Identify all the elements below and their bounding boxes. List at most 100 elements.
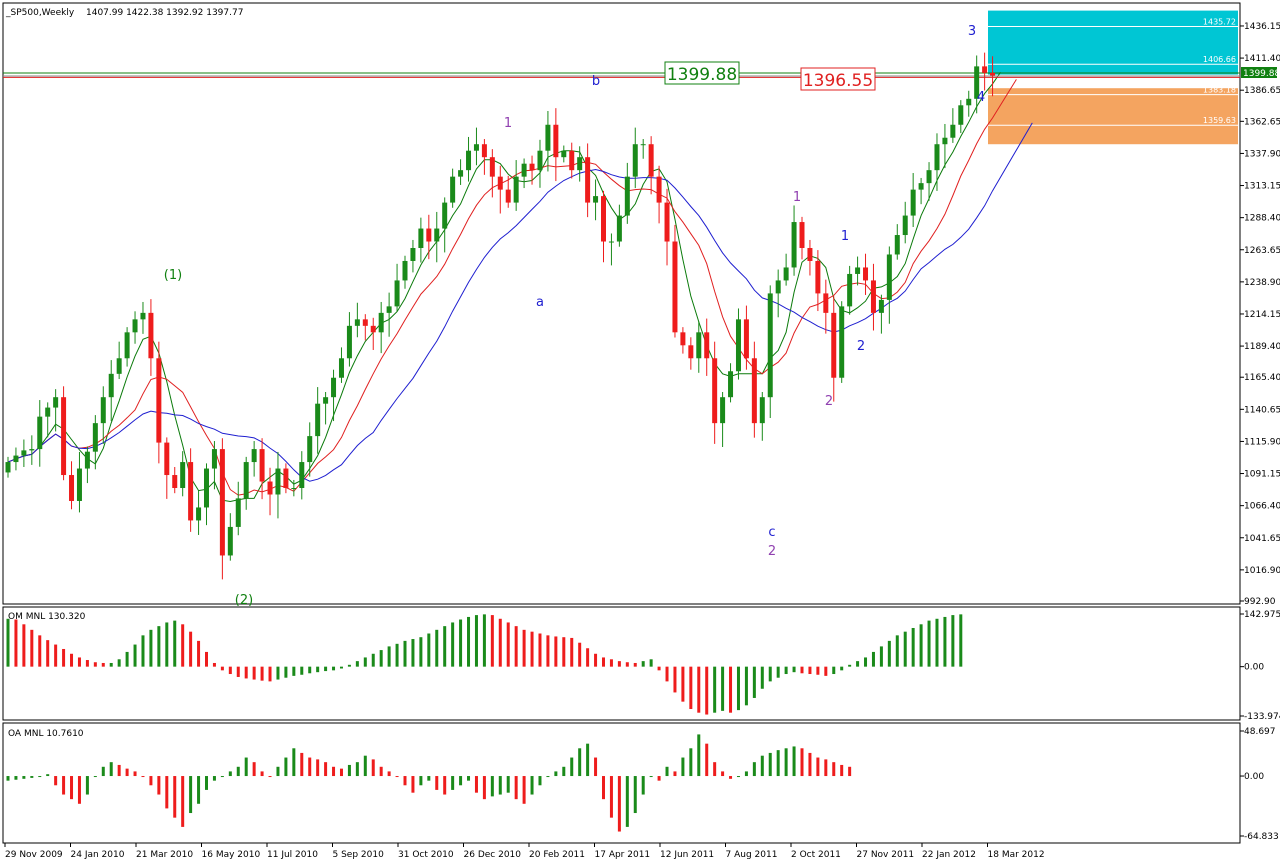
osc2-bar	[673, 771, 677, 777]
osc2-bar	[308, 757, 312, 777]
osc1-bar	[181, 624, 185, 667]
osc2-bar	[554, 771, 558, 777]
osc2-bar	[395, 776, 399, 778]
osc2-bar	[197, 776, 201, 804]
candle-body	[291, 488, 297, 490]
green-level-label: 1399.88	[667, 65, 737, 85]
osc1-bar	[705, 666, 709, 715]
osc1-bar	[721, 666, 725, 711]
osc2-bar	[125, 768, 129, 777]
candle-body	[13, 455, 19, 463]
price-tick-label: 1165.40	[1244, 373, 1280, 383]
price-tick-label: 1016.90	[1244, 566, 1280, 576]
osc1-bar	[308, 666, 312, 674]
osc2-bar	[705, 743, 709, 777]
candle-body	[918, 183, 924, 190]
osc1-bar	[848, 664, 852, 667]
osc2-bar	[816, 757, 820, 777]
osc1-bar	[244, 666, 248, 679]
date-tick-label: 7 Aug 2011	[726, 850, 778, 860]
date-tick-label: 17 Apr 2011	[595, 850, 651, 860]
osc2-bar	[347, 764, 351, 777]
wave-label: 2	[825, 394, 833, 409]
osc1-bar	[371, 653, 375, 667]
osc2-bar	[594, 757, 598, 777]
osc1-bar	[85, 660, 89, 667]
osc2-bar	[292, 748, 296, 777]
osc1-bar	[856, 661, 860, 667]
osc2-bar	[93, 776, 97, 778]
price-tick-label: 1337.90	[1244, 149, 1280, 159]
osc2-bar	[784, 748, 788, 777]
osc2-bar	[109, 762, 113, 777]
osc1-bar	[729, 666, 733, 713]
candle-body	[545, 124, 551, 151]
oa-indicator-name: OA MNL 10.7610	[8, 729, 84, 739]
osc1-bar	[474, 615, 478, 667]
candle-body	[458, 170, 464, 177]
osc1-bar	[752, 666, 756, 698]
osc2-bar	[22, 776, 26, 779]
osc1-bar	[77, 657, 81, 667]
osc2-bar	[252, 762, 256, 777]
osc2-bar	[244, 757, 248, 777]
candle-body	[505, 189, 511, 203]
osc1-bar	[864, 657, 868, 667]
price-tick-label: 1189.40	[1244, 342, 1280, 352]
date-tick-label: 16 May 2010	[202, 850, 261, 860]
osc1-bar	[649, 659, 653, 667]
wave-label: 3	[968, 24, 976, 39]
osc-tick-label: -64.833	[1244, 832, 1279, 842]
osc2-bar	[181, 776, 185, 827]
candle-body	[346, 325, 352, 359]
osc2-bar	[62, 776, 66, 795]
osc1-bar	[70, 653, 74, 667]
candle-body	[180, 462, 186, 489]
osc1-bar	[133, 644, 137, 667]
candle-body	[910, 189, 916, 216]
candle-body	[140, 312, 146, 320]
osc1-bar	[879, 646, 883, 667]
osc1-bar	[776, 666, 780, 678]
candle-body	[426, 228, 432, 242]
osc2-bar	[602, 776, 605, 800]
candle-body	[767, 293, 773, 398]
candle-body	[934, 144, 940, 171]
candle-body	[608, 241, 614, 243]
candle-body	[5, 462, 11, 473]
candle-body	[108, 373, 114, 398]
osc2-bar	[189, 776, 193, 814]
osc1-bar	[673, 666, 677, 693]
osc1-bar	[744, 666, 748, 706]
osc2-bar	[14, 776, 18, 780]
osc1-bar	[657, 666, 661, 671]
osc1-bar	[228, 666, 232, 675]
candle-body	[402, 260, 408, 281]
osc1-bar	[268, 666, 272, 682]
osc1-bar	[498, 618, 502, 667]
osc1-bar	[220, 666, 224, 671]
candle-body	[815, 260, 821, 294]
price-tick-label: 992.90	[1244, 597, 1276, 607]
osc1-bar	[768, 666, 772, 682]
osc1-bar	[840, 666, 844, 671]
candle-body	[616, 215, 622, 242]
chart-header-ohlc: 1407.99 1422.38 1392.92 1397.77	[86, 8, 243, 18]
candle-body	[783, 267, 789, 281]
candle-body	[799, 222, 805, 249]
osc1-bar	[276, 666, 280, 680]
osc2-bar	[149, 776, 153, 786]
om-oscillator-panel	[2, 606, 1241, 721]
wave-labels: (1) (2) 1 a b c 2 1 1 2 2 3 4	[164, 24, 985, 608]
osc-tick-label: 0.00	[1244, 772, 1264, 782]
candle-body	[307, 436, 313, 463]
osc2-bar	[30, 776, 34, 778]
osc2-bar	[713, 762, 717, 777]
candle-body	[791, 222, 797, 268]
osc1-bar	[887, 640, 891, 667]
osc1-bar	[93, 662, 97, 667]
osc2-bar	[538, 776, 542, 786]
osc2-bar	[657, 776, 661, 781]
candle-body	[720, 397, 726, 424]
candle-body	[926, 170, 932, 184]
